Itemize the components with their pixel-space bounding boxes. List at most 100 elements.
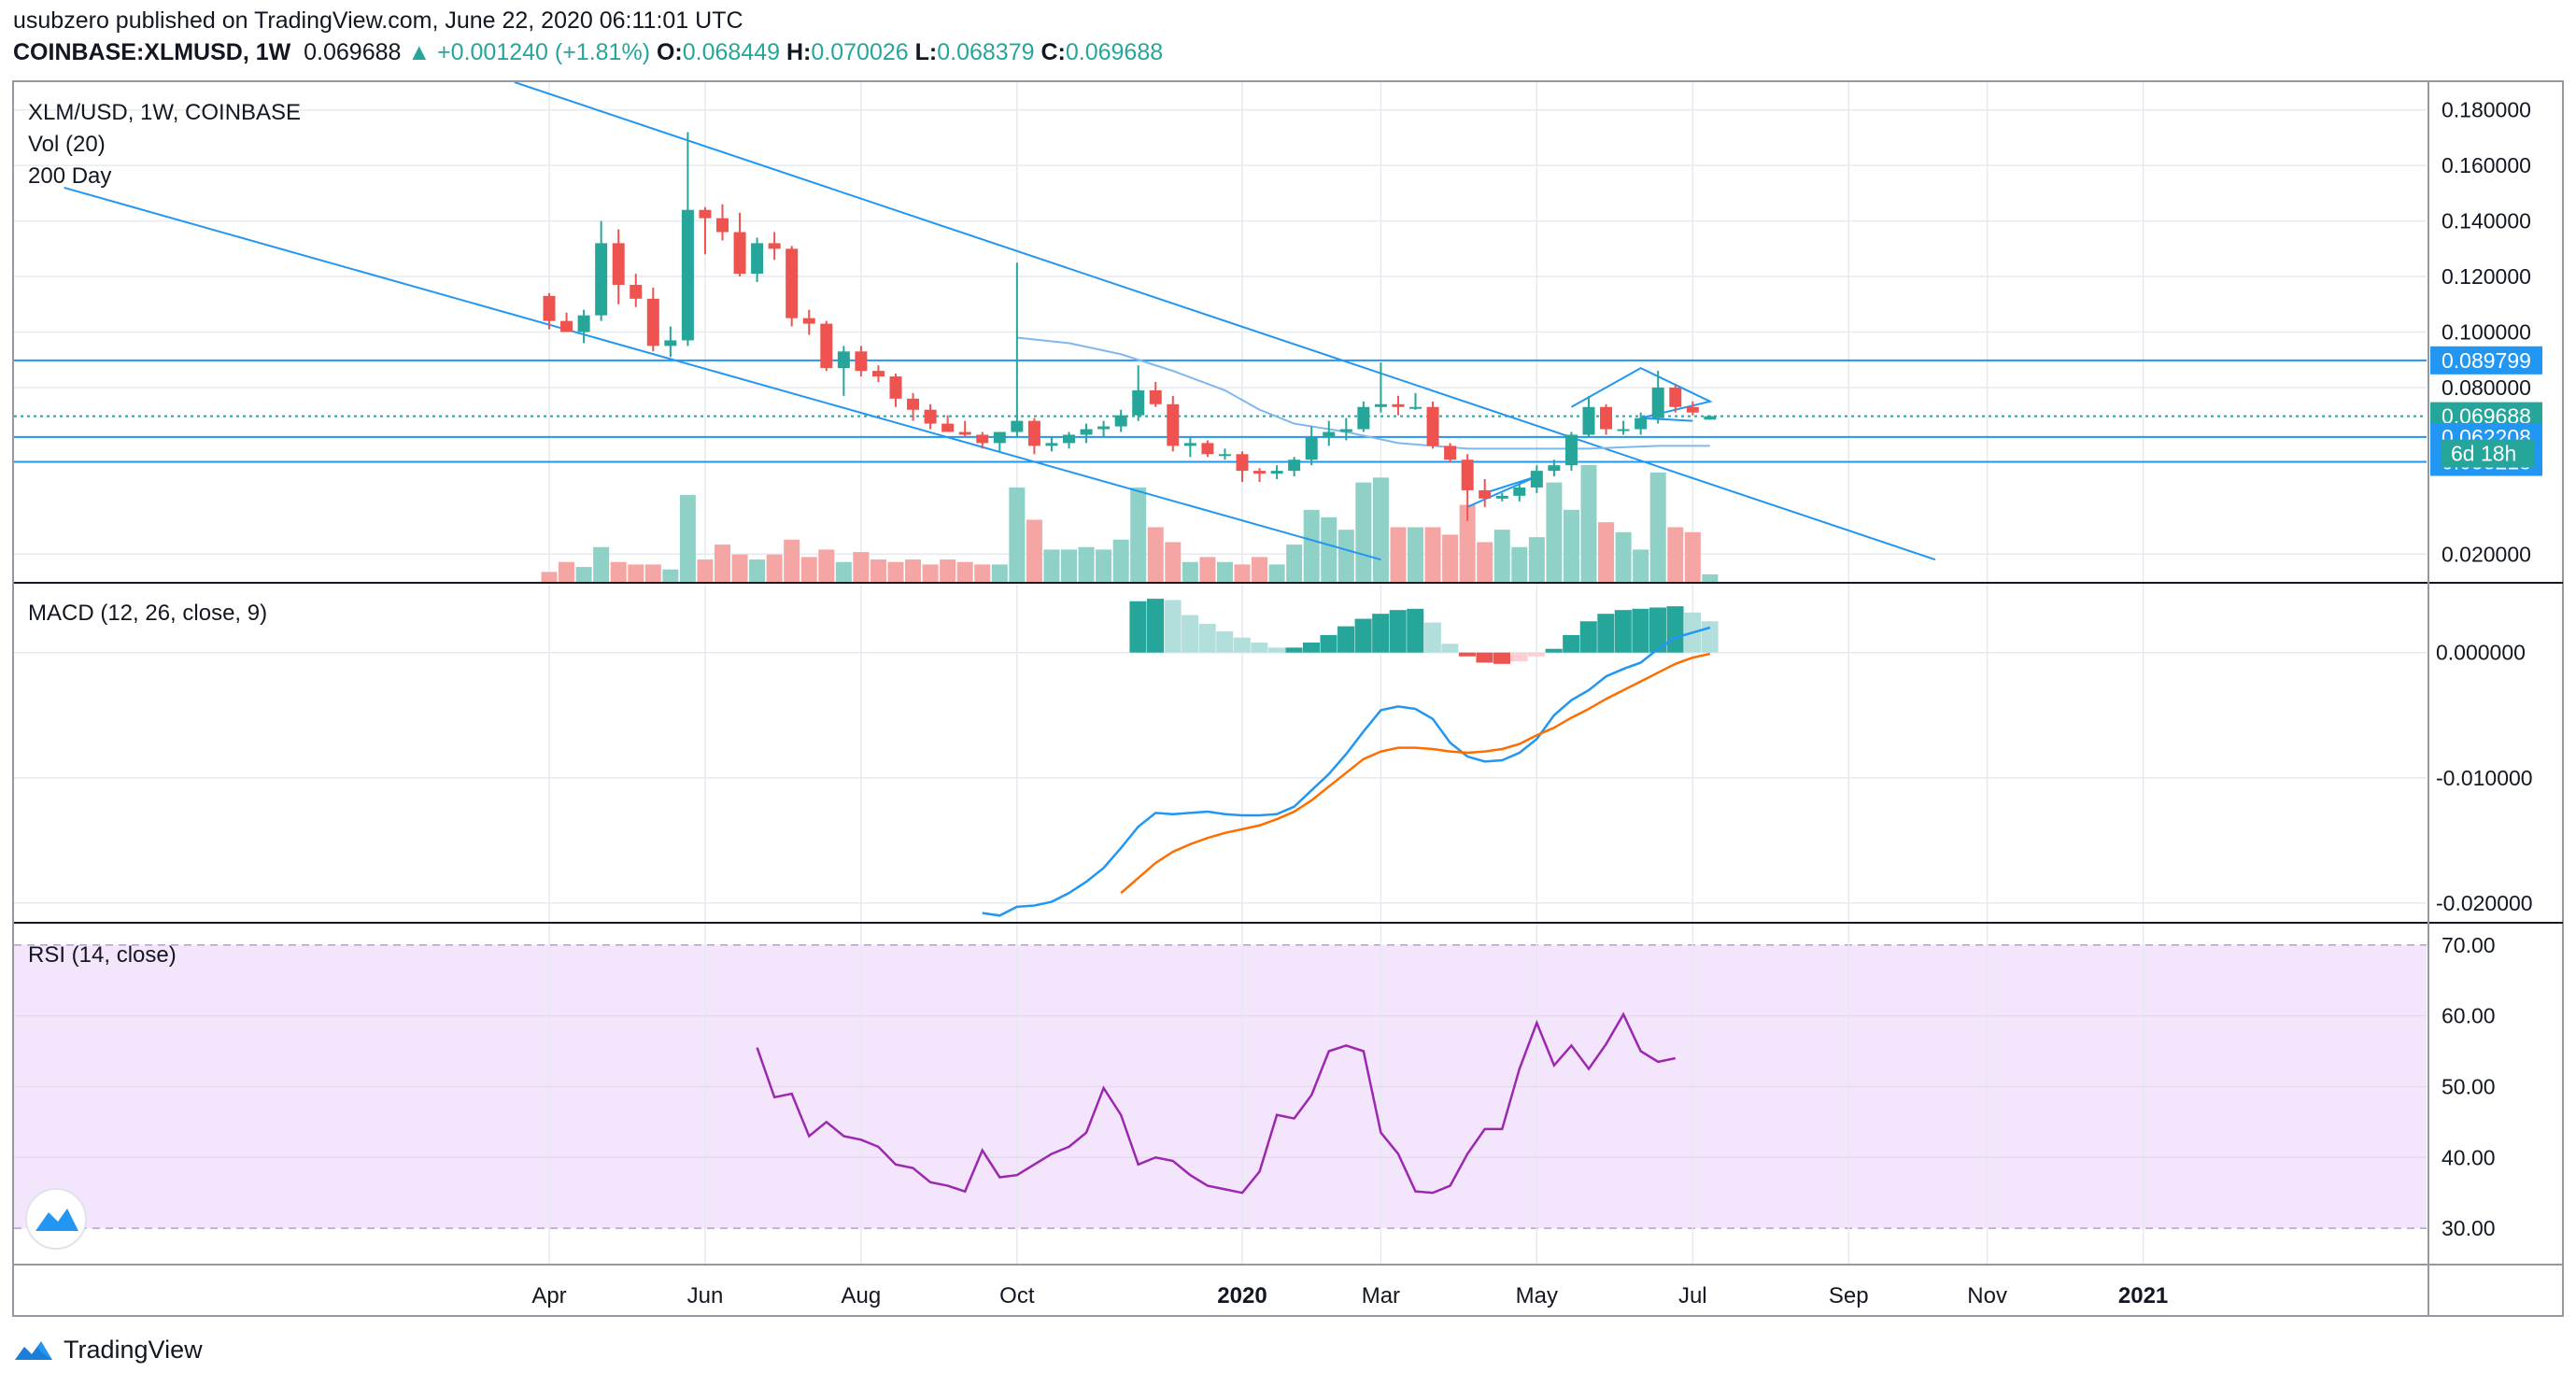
macd-histogram-bar xyxy=(1545,648,1563,653)
grid xyxy=(14,82,2427,1264)
volume-bar xyxy=(715,544,730,582)
candle-body xyxy=(1253,471,1267,474)
volume-bar xyxy=(800,557,817,582)
low-value: 0.068379 xyxy=(937,39,1035,65)
volume-bar xyxy=(1043,549,1060,582)
time-axis-label: Jun xyxy=(687,1283,724,1308)
volume-bar xyxy=(1442,534,1459,582)
volume-bar xyxy=(575,567,592,582)
macd-histogram-bar xyxy=(1164,600,1182,653)
candle-body xyxy=(855,351,868,372)
volume-bar xyxy=(1667,527,1684,582)
candle-body xyxy=(1357,406,1370,430)
macd-line xyxy=(982,626,1711,917)
macd-pane-title: MACD (12, 26, close, 9) xyxy=(28,601,267,626)
volume-bar xyxy=(1493,530,1510,582)
trendline xyxy=(514,82,1936,561)
volume-bar xyxy=(1199,557,1216,582)
publisher-line: usubzero published on TradingView.com, J… xyxy=(13,7,743,34)
price-tick-label: 0.100000 xyxy=(2442,320,2531,345)
candle-body xyxy=(1392,403,1405,407)
price-change: ▲ +0.001240 (+1.81%) xyxy=(407,39,651,65)
open-label: O: xyxy=(656,39,683,65)
volume-bar xyxy=(610,561,627,582)
time-axis-label: 2021 xyxy=(2118,1283,2168,1308)
volume-bar xyxy=(974,564,991,582)
volume-bar xyxy=(1026,519,1042,582)
volume-bar xyxy=(905,559,922,582)
chart-frame xyxy=(12,80,2564,1317)
volume-bar xyxy=(697,559,714,582)
volume-bar xyxy=(1096,549,1112,582)
price-tick-label: 0.120000 xyxy=(2442,264,2531,289)
candle-body xyxy=(1582,406,1595,435)
candle-body xyxy=(1080,429,1093,435)
candle-body xyxy=(560,320,573,332)
volume-bar xyxy=(1182,561,1198,582)
symbol-quote-line: COINBASE:XLMUSD, 1W 0.069688 ▲ +0.001240… xyxy=(13,39,1163,66)
open-value: 0.068449 xyxy=(682,39,781,65)
volume-bar xyxy=(1684,531,1701,582)
macd-histogram-bar xyxy=(1354,618,1372,653)
candle-body xyxy=(699,209,712,219)
macd-tick-label: -0.020000 xyxy=(2436,891,2533,915)
volume-bar xyxy=(1459,504,1476,582)
volume-bar xyxy=(1528,537,1545,582)
macd-histogram-bar xyxy=(1649,607,1666,653)
candle-body xyxy=(1288,460,1301,472)
macd-histogram-bar xyxy=(1614,610,1632,653)
macd-histogram-bar xyxy=(1476,652,1493,663)
price-pane-title: XLM/USD, 1W, COINBASE xyxy=(28,100,301,125)
volume-bar xyxy=(1252,557,1268,582)
candle-body xyxy=(1548,465,1561,472)
candle-body xyxy=(1669,387,1682,407)
volume-bar xyxy=(559,561,575,582)
candle-body xyxy=(820,323,833,369)
time-axis-label: Sep xyxy=(1829,1283,1869,1308)
trendline xyxy=(64,186,1381,561)
candle-body xyxy=(1651,387,1664,418)
price-pane xyxy=(14,82,2427,582)
countdown-badge xyxy=(2442,439,2535,468)
candle-body xyxy=(1426,406,1439,446)
volume-bar xyxy=(1424,527,1441,582)
candle-body xyxy=(1305,437,1318,460)
macd-histogram-bar xyxy=(1632,608,1649,653)
price-tick-label: 0.180000 xyxy=(2442,98,2531,122)
volume-bar xyxy=(593,546,610,582)
macd-histogram-bar xyxy=(1302,643,1320,653)
candle-body xyxy=(1617,429,1630,431)
candle-body xyxy=(1600,406,1613,430)
volume-bar xyxy=(1286,544,1303,582)
candle-body xyxy=(630,284,643,299)
candle-body xyxy=(1045,443,1058,446)
logo-glyph xyxy=(35,1209,78,1231)
volume-bar xyxy=(1408,527,1423,582)
countdown-text: 6d 18h xyxy=(2451,442,2516,466)
candle-body xyxy=(1011,420,1024,432)
volume-bar xyxy=(991,564,1008,582)
candle-body xyxy=(958,431,971,435)
macd-signal-line xyxy=(1120,652,1711,895)
candle-body xyxy=(595,243,608,316)
volume-bar xyxy=(1649,472,1666,582)
volume-bar xyxy=(1009,487,1026,582)
volume-bar xyxy=(1078,546,1095,582)
candle-body xyxy=(941,423,955,432)
volume-bar xyxy=(1702,574,1719,582)
candle-body xyxy=(907,398,920,410)
macd-histogram-bar xyxy=(1423,622,1441,653)
macd-histogram-bar xyxy=(1701,621,1719,653)
volume-bar xyxy=(1511,546,1528,582)
candle-body xyxy=(1479,489,1492,499)
macd-histogram-bar xyxy=(1493,652,1511,664)
macd-histogram-bar xyxy=(1129,601,1147,653)
candle-body xyxy=(1323,431,1336,438)
price-tick-label: 0.080000 xyxy=(2442,375,2531,400)
candle-body xyxy=(1167,403,1180,446)
volume-bar xyxy=(1268,564,1285,582)
candle-body xyxy=(1114,415,1127,427)
volume-bar xyxy=(1355,482,1372,582)
triangle-pattern xyxy=(1466,475,1537,508)
